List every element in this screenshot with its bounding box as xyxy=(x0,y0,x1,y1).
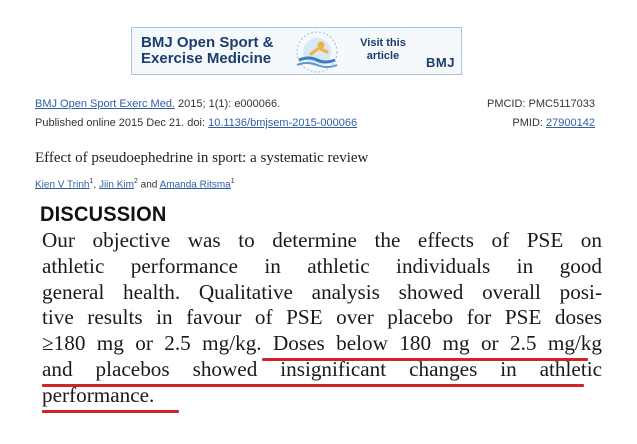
bmj-logo: BMJ xyxy=(426,55,455,70)
banner-title-line2: Exercise Medicine xyxy=(141,50,272,67)
visit-line1: Visit this xyxy=(360,37,406,49)
author-list: Kien V Trinh1, Jiin Kim2 and Amanda Rits… xyxy=(35,178,235,190)
paragraph-line: ≥180 mg or 2.5 mg/kg. Doses below 180 mg… xyxy=(42,331,602,356)
pmcid: PMCID: PMC5117033 xyxy=(487,97,595,111)
author-affiliation: 1 xyxy=(230,178,235,185)
swimmer-illustration-icon xyxy=(296,31,338,73)
author-affiliation: 2 xyxy=(133,178,138,185)
journal-link[interactable]: BMJ Open Sport Exerc Med. xyxy=(35,98,175,110)
publication-row: Published online 2015 Dec 21. doi: 10.11… xyxy=(35,116,595,130)
highlight-underline xyxy=(42,410,179,413)
pmcid-label: PMCID: xyxy=(486,98,529,110)
pmid-link[interactable]: 27900142 xyxy=(546,117,595,129)
author-separator: , xyxy=(93,179,99,191)
citation-row: BMJ Open Sport Exerc Med. 2015; 1(1): e0… xyxy=(35,97,595,111)
highlight-underline xyxy=(262,358,588,361)
pmcid-value: PMC5117033 xyxy=(528,98,595,110)
author-link[interactable]: Kien V Trinh xyxy=(35,179,90,191)
citation-details: 2015; 1(1): e000066. xyxy=(175,98,281,110)
paragraph-line: athletic performance in athletic individ… xyxy=(42,253,602,278)
author-link[interactable]: Amanda Ritsma xyxy=(159,179,231,191)
author-link[interactable]: Jiin Kim xyxy=(98,179,134,191)
paragraph-line: general health. Qualitative analysis sho… xyxy=(42,279,602,304)
visit-article-link[interactable]: Visit this article xyxy=(351,37,415,63)
discussion-paragraph: Our objective was to determine the effec… xyxy=(42,228,602,409)
paragraph-line: tive results in favour of PSE over place… xyxy=(42,305,602,330)
doi-link[interactable]: 10.1136/bmjsem-2015-000066 xyxy=(208,117,358,129)
author-separator: and xyxy=(137,179,160,191)
bmj-open-sport-banner[interactable]: BMJ Open Sport & Exercise Medicine Visit… xyxy=(131,27,462,75)
article-title: Effect of pseudoephedrine in sport: a sy… xyxy=(35,150,369,166)
banner-title-line1: BMJ Open Sport & xyxy=(141,34,274,51)
pmid-label: PMID: xyxy=(512,117,547,129)
banner-title: BMJ Open Sport & Exercise Medicine xyxy=(141,35,301,67)
visit-line2: article xyxy=(366,50,400,62)
pmid: PMID: 27900142 xyxy=(512,116,595,130)
published-text: Published online 2015 Dec 21. doi: xyxy=(35,117,209,129)
author-affiliation: 1 xyxy=(89,178,94,185)
paragraph-line: Our objective was to determine the effec… xyxy=(42,228,602,252)
section-heading: DISCUSSION xyxy=(40,203,167,227)
highlight-underline xyxy=(42,384,584,387)
